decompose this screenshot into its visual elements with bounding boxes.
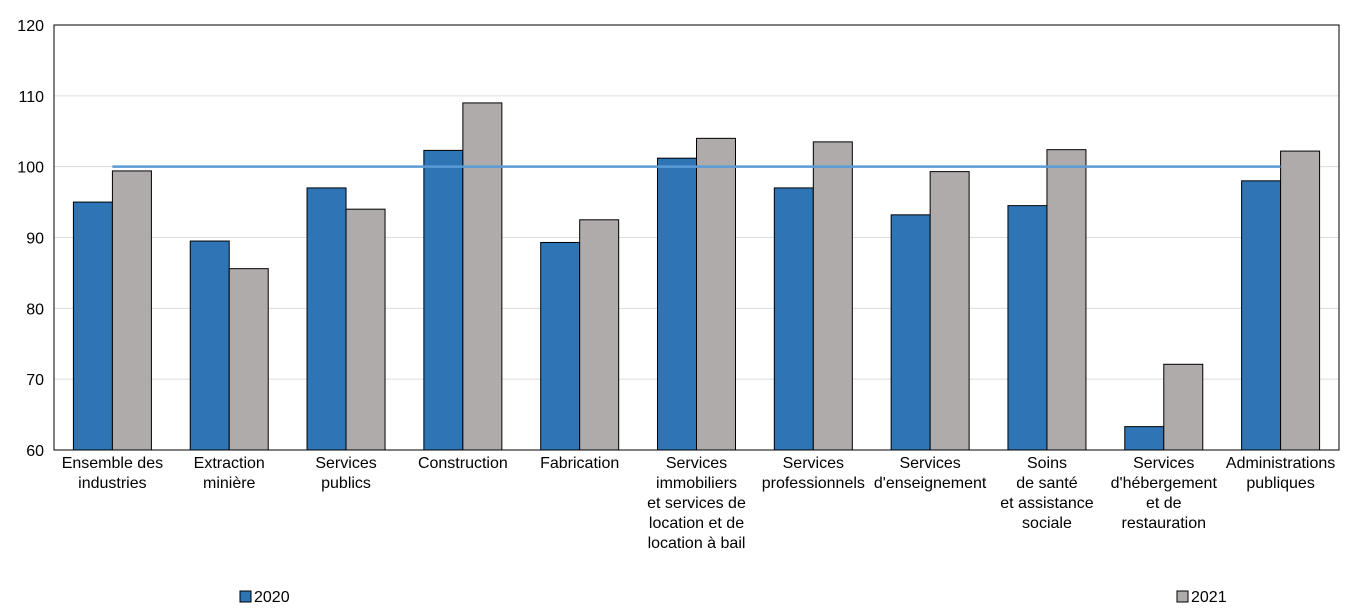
x-category-label: Soins de santé et assistance sociale [1000,455,1093,532]
bar-2020 [773,187,814,451]
y-tick-label: 70 [26,372,44,389]
x-category-label: Extraction minière [194,455,265,492]
x-category-label: Ensemble des industries [62,455,163,492]
bar-2021 [228,268,269,451]
y-tick-label: 110 [18,89,44,106]
bar-2021 [696,137,736,451]
plot-frame [53,24,1340,451]
bar-2021 [929,171,970,451]
bar-2021 [1163,363,1204,451]
y-tick-label: 120 [17,18,44,35]
legend-swatch-2020 [239,590,252,603]
y-tick-label: 100 [17,160,44,177]
bar-2021 [111,170,152,451]
x-category-label: Services immobiliers et services de locatio… [647,455,746,552]
x-category-label: Services d'hébergement et de restauration [1111,455,1218,532]
bar-2020 [890,214,931,451]
bar-2020 [1007,205,1048,451]
y-tick-label: 80 [26,301,44,318]
x-category-label: Fabrication [540,455,619,472]
bar-2020 [1124,426,1165,451]
bar-2020 [540,241,581,451]
y-tick-label: 90 [26,231,44,248]
bar-2020 [72,201,113,451]
bar-2021 [345,208,386,451]
bar-2020 [423,149,464,451]
bar-2021 [579,219,620,451]
bar-2021 [1280,150,1321,451]
bar-2020 [189,240,230,451]
bar-2020 [306,187,347,451]
bar-2021 [462,102,503,451]
x-category-label: Services publics [315,455,376,492]
x-category-label: Administrations publiques [1226,455,1335,492]
bar-2020 [657,157,697,451]
x-category-label: Services professionnels [762,455,865,492]
y-tick-label: 60 [26,443,44,460]
bar-2021 [1046,149,1087,451]
y-axis-ticks: 60 70 80 90 100 110 120 [17,18,44,460]
x-axis-labels: Ensemble des industries Extraction minière S… [62,455,1336,552]
bars [72,102,1321,451]
legend-label-2021: 2021 [1191,589,1227,606]
x-category-label: Services d'enseignement [874,455,987,492]
x-category-label: Construction [418,455,508,472]
legend-label-2020: 2020 [254,589,290,606]
bar-2021 [812,141,853,451]
legend: 2020 2021 [239,589,1227,606]
bar-2020 [1241,180,1282,451]
legend-swatch-2021 [1176,590,1189,603]
